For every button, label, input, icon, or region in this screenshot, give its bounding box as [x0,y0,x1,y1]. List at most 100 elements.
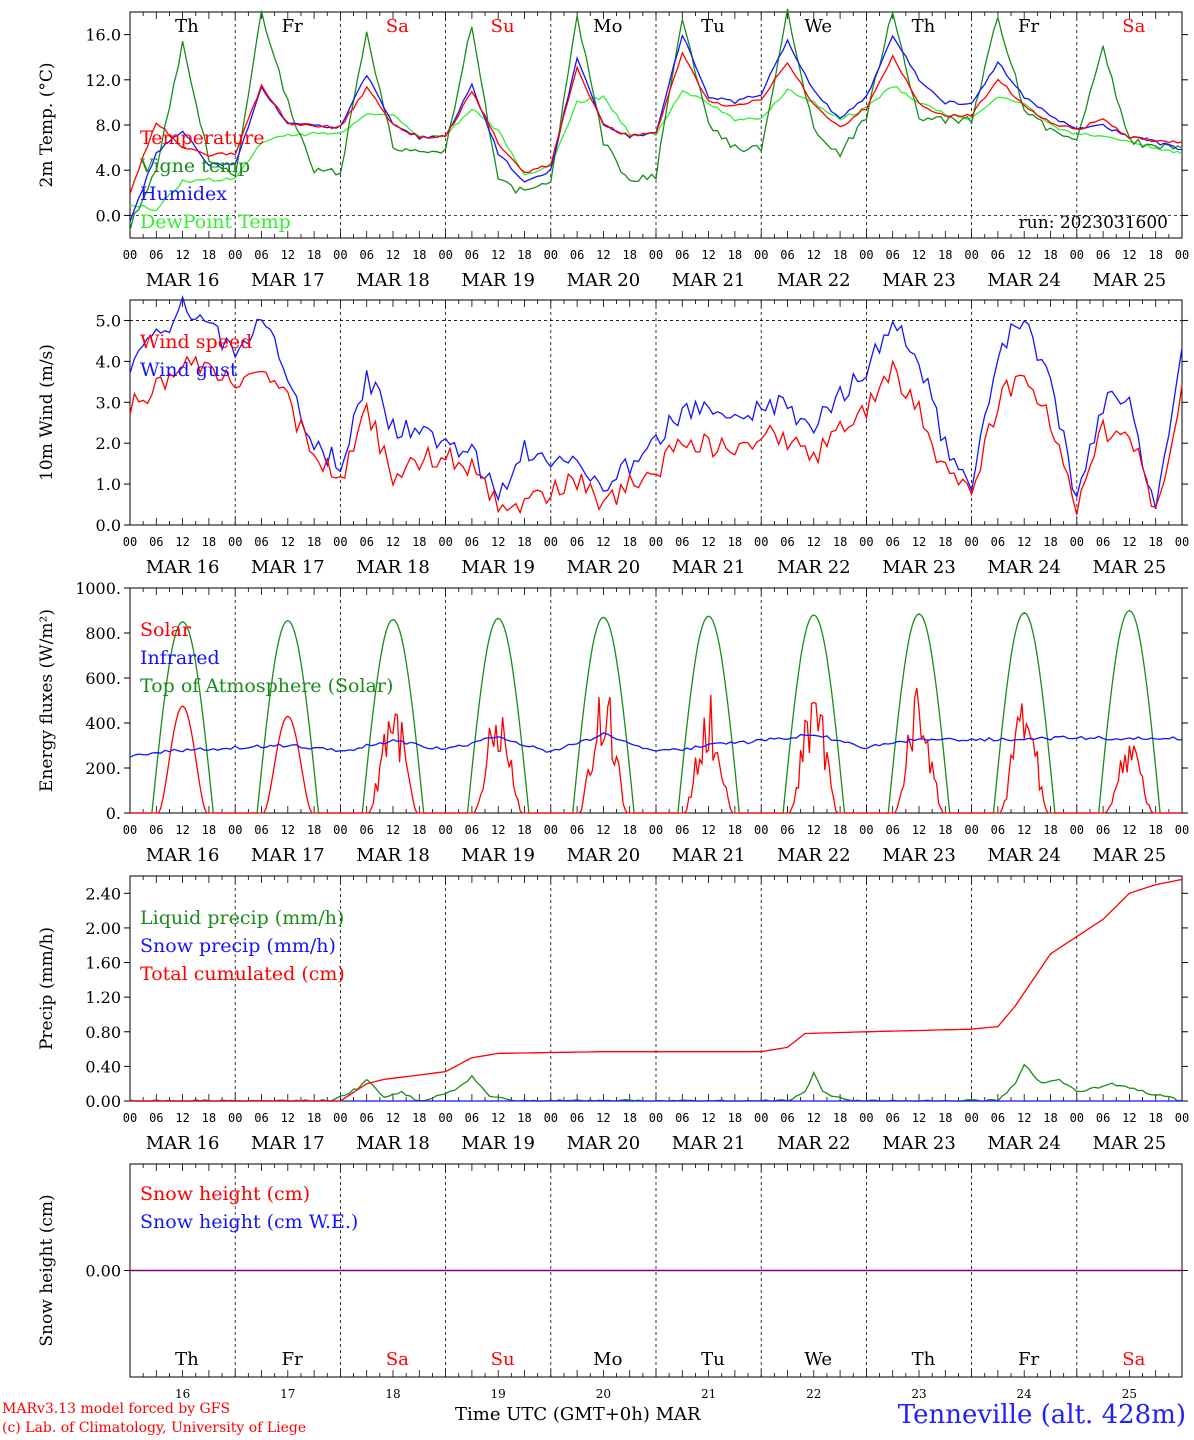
y-tick-label: 1000. [75,579,121,598]
x-hour-label: 06 [780,823,794,837]
x-hour-label: 18 [517,248,531,262]
credit-lab: (c) Lab. of Climatology, University of L… [2,1420,307,1436]
x-date-label: MAR 19 [461,557,535,578]
y-axis-label: Snow height (cm) [37,1194,57,1346]
x-date-label: MAR 21 [672,845,746,866]
panel-2: 0.0 1.0 2.0 3.0 4.0 5.0 10m Wind (m/s) 00 06 12 18… [37,294,1189,578]
weekday-label: Th [175,1349,199,1370]
x-hour-label: 00 [1175,535,1189,549]
day-number-label: 17 [280,1387,295,1401]
y-tick-label: 12.0 [85,71,121,90]
x-date-label: MAR 23 [882,1133,956,1154]
x-date-label: MAR 16 [146,845,220,866]
x-hour-label: 18 [833,535,847,549]
x-hour-label: 18 [728,1111,742,1125]
x-date-label: MAR 22 [777,845,851,866]
legend-entry: Total cumulated (cm) [140,963,345,985]
x-hour-label: 00 [754,1111,768,1125]
series-line [129,732,1183,758]
x-hour-label: 18 [622,823,636,837]
x-hour-label: 12 [1122,1111,1136,1125]
run-label: run: 2023031600 [1019,213,1168,233]
series-line [129,51,1183,195]
x-hour-label: 12 [281,823,295,837]
x-hour-label: 12 [175,248,189,262]
x-hour-label: 18 [622,1111,636,1125]
x-hour-label: 18 [728,535,742,549]
y-tick-label: 0.0 [96,206,121,225]
x-hour-label: 06 [254,823,268,837]
y-tick-label: 4.0 [96,161,121,180]
y-tick-label: 2.0 [96,434,121,453]
x-date-label: MAR 23 [882,270,956,291]
legend-entry: Top of Atmosphere (Solar) [140,675,393,697]
x-hour-label: 00 [964,823,978,837]
x-hour-label: 06 [149,1111,163,1125]
x-hour-label: 00 [649,823,663,837]
day-number-label: 23 [911,1387,926,1401]
y-tick-label: 3.0 [96,393,121,412]
x-hour-label: 18 [412,248,426,262]
x-hour-label: 06 [570,248,584,262]
y-tick-label: 0. [106,804,121,823]
x-hour-label: 12 [807,1111,821,1125]
x-hour-label: 18 [517,1111,531,1125]
x-hour-label: 00 [859,1111,873,1125]
x-hour-label: 18 [1043,248,1057,262]
weekday-label: Fr [1018,16,1039,37]
x-date-label: MAR 17 [251,557,325,578]
x-hour-label: 12 [386,1111,400,1125]
x-date-label: MAR 21 [672,270,746,291]
x-date-label: MAR 21 [672,557,746,578]
y-axis-label: Energy fluxes (W/m²) [37,609,57,792]
x-hour-label: 00 [438,248,452,262]
y-tick-label: 400. [85,714,121,733]
x-hour-label: 06 [254,1111,268,1125]
x-hour-label: 12 [281,535,295,549]
x-hour-label: 00 [1175,823,1189,837]
x-hour-label: 18 [728,823,742,837]
credit-model: MARv3.13 model forced by GFS [2,1401,231,1417]
y-tick-label: 1.20 [85,988,121,1007]
x-hour-label: 18 [833,1111,847,1125]
x-hour-label: 12 [1017,248,1031,262]
x-hour-label: 00 [438,535,452,549]
x-date-label: MAR 18 [356,1133,430,1154]
x-date-label: MAR 22 [777,1133,851,1154]
x-hour-label: 00 [544,823,558,837]
x-hour-label: 18 [307,535,321,549]
x-hour-label: 00 [859,248,873,262]
weekday-label: Tu [701,16,725,37]
x-hour-label: 06 [675,823,689,837]
day-number-label: 18 [385,1387,400,1401]
x-hour-label: 12 [491,248,505,262]
x-date-label: MAR 18 [356,557,430,578]
x-hour-label: 12 [175,823,189,837]
x-hour-label: 18 [412,823,426,837]
x-hour-label: 06 [675,1111,689,1125]
x-hour-label: 12 [491,1111,505,1125]
x-date-label: MAR 24 [987,845,1061,866]
x-hour-label: 06 [359,823,373,837]
x-hour-label: 18 [938,248,952,262]
panel-5: 0.00 Snow height (cm) Th Fr Sa Su Mo Tu We Th Fr Sa… [37,1163,1188,1401]
x-hour-label: 12 [1017,535,1031,549]
x-hour-label: 06 [780,1111,794,1125]
x-hour-label: 18 [202,823,216,837]
day-number-label: 25 [1122,1387,1137,1401]
x-date-label: MAR 21 [672,1133,746,1154]
x-hour-label: 00 [859,535,873,549]
x-date-label: MAR 19 [461,1133,535,1154]
x-hour-label: 00 [649,248,663,262]
y-axis-label: Precip (mm/h) [37,927,57,1050]
x-hour-label: 06 [570,1111,584,1125]
y-tick-label: 0.00 [85,1092,121,1111]
x-hour-label: 12 [596,248,610,262]
x-hour-label: 12 [807,535,821,549]
x-hour-label: 12 [1122,248,1136,262]
x-hour-label: 12 [386,535,400,549]
x-hour-label: 12 [807,248,821,262]
x-hour-label: 00 [333,535,347,549]
x-hour-label: 06 [359,535,373,549]
